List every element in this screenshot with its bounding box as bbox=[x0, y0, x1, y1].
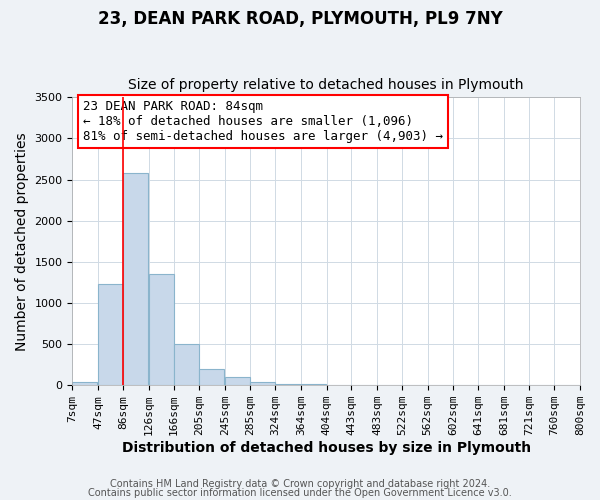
Bar bbox=[250, 382, 275, 385]
Bar bbox=[123, 173, 148, 385]
Bar bbox=[98, 284, 123, 385]
Title: Size of property relative to detached houses in Plymouth: Size of property relative to detached ho… bbox=[128, 78, 524, 92]
Bar bbox=[199, 369, 224, 385]
Y-axis label: Number of detached properties: Number of detached properties bbox=[15, 132, 29, 350]
Bar bbox=[149, 274, 173, 385]
X-axis label: Distribution of detached houses by size in Plymouth: Distribution of detached houses by size … bbox=[122, 441, 531, 455]
Bar bbox=[275, 384, 300, 385]
Bar bbox=[301, 384, 326, 385]
Bar bbox=[73, 382, 97, 385]
Text: Contains public sector information licensed under the Open Government Licence v3: Contains public sector information licen… bbox=[88, 488, 512, 498]
Bar bbox=[225, 377, 250, 385]
Text: Contains HM Land Registry data © Crown copyright and database right 2024.: Contains HM Land Registry data © Crown c… bbox=[110, 479, 490, 489]
Bar bbox=[174, 344, 199, 385]
Text: 23 DEAN PARK ROAD: 84sqm
← 18% of detached houses are smaller (1,096)
81% of sem: 23 DEAN PARK ROAD: 84sqm ← 18% of detach… bbox=[83, 100, 443, 143]
Text: 23, DEAN PARK ROAD, PLYMOUTH, PL9 7NY: 23, DEAN PARK ROAD, PLYMOUTH, PL9 7NY bbox=[98, 10, 502, 28]
